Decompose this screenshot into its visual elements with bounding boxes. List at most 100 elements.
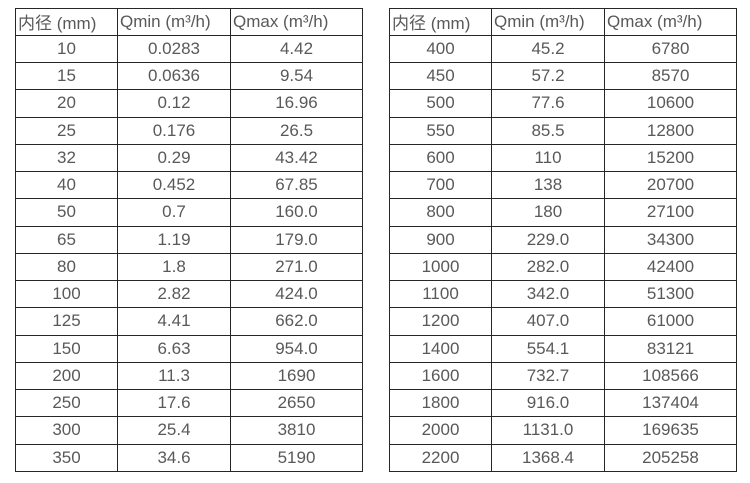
data-cell: 900 [389, 225, 492, 254]
table-row: 300 25.4 3810 [15, 416, 363, 445]
data-cell: 77.6 [491, 89, 605, 118]
data-cell: 2650 [230, 389, 363, 418]
data-cell: 342.0 [491, 280, 605, 309]
table-row: 32 0.29 43.42 [15, 143, 363, 173]
data-cell: 954.0 [230, 334, 363, 363]
data-cell: 26.5 [230, 116, 363, 145]
table-row: 15 0.0636 9.54 [15, 62, 363, 91]
data-cell: 42400 [604, 252, 737, 282]
table-row: 1100 342.0 51300 [389, 280, 737, 309]
table-row: 1000 282.0 42400 [389, 252, 737, 282]
table-row: 40 0.452 67.85 [15, 171, 363, 200]
data-cell: 110 [491, 143, 605, 173]
data-cell: 1000 [389, 252, 492, 282]
data-cell: 2200 [389, 443, 492, 473]
data-cell: 180 [491, 198, 605, 227]
header-cell: Qmax (m³/h) [604, 8, 737, 36]
data-cell: 1690 [230, 361, 363, 391]
data-cell: 0.29 [117, 143, 231, 173]
data-cell: 57.2 [491, 62, 605, 91]
header-row: 内径 (mm) Qmin (m³/h) Qmax (m³/h) [389, 8, 737, 36]
table-row: 20 0.12 16.96 [15, 89, 363, 118]
flow-rate-table-small-diameters: 内径 (mm) Qmin (m³/h) Qmax (m³/h) 10 0.0283 4.4… [15, 8, 363, 473]
table-row: 10 0.0283 4.42 [15, 34, 363, 64]
data-cell: 65 [15, 225, 118, 254]
data-cell: 1368.4 [491, 443, 605, 473]
data-cell: 80 [15, 252, 118, 282]
data-cell: 350 [15, 443, 118, 473]
data-cell: 83121 [604, 334, 737, 363]
table-row: 125 4.41 662.0 [15, 307, 363, 336]
data-cell: 10 [15, 34, 118, 64]
table-row: 1600 732.7 108566 [389, 361, 737, 391]
data-cell: 2000 [389, 416, 492, 445]
data-cell: 108566 [604, 361, 737, 391]
data-cell: 12800 [604, 116, 737, 145]
data-cell: 11.3 [117, 361, 231, 391]
data-cell: 4.42 [230, 34, 363, 64]
data-cell: 0.7 [117, 198, 231, 227]
data-cell: 6.63 [117, 334, 231, 363]
table-row: 800 180 27100 [389, 198, 737, 227]
data-cell: 1131.0 [491, 416, 605, 445]
table-row: 600 110 15200 [389, 143, 737, 173]
table-row: 1800 916.0 137404 [389, 389, 737, 418]
data-cell: 600 [389, 143, 492, 173]
data-cell: 1800 [389, 389, 492, 418]
data-cell: 61000 [604, 307, 737, 336]
data-cell: 51300 [604, 280, 737, 309]
table-row: 700 138 20700 [389, 171, 737, 200]
data-cell: 424.0 [230, 280, 363, 309]
table-row: 2000 1131.0 169635 [389, 416, 737, 445]
data-cell: 205258 [604, 443, 737, 473]
data-cell: 400 [389, 34, 492, 64]
data-cell: 0.176 [117, 116, 231, 145]
data-cell: 662.0 [230, 307, 363, 336]
data-cell: 25.4 [117, 416, 231, 445]
table-row: 25 0.176 26.5 [15, 116, 363, 145]
data-cell: 0.0283 [117, 34, 231, 64]
data-cell: 10600 [604, 89, 737, 118]
table-row: 1200 407.0 61000 [389, 307, 737, 336]
data-cell: 916.0 [491, 389, 605, 418]
data-cell: 6780 [604, 34, 737, 64]
table-row: 900 229.0 34300 [389, 225, 737, 254]
data-cell: 500 [389, 89, 492, 118]
table-row: 150 6.63 954.0 [15, 334, 363, 363]
data-cell: 40 [15, 171, 118, 200]
data-cell: 17.6 [117, 389, 231, 418]
data-cell: 160.0 [230, 198, 363, 227]
data-cell: 150 [15, 334, 118, 363]
data-cell: 2.82 [117, 280, 231, 309]
data-cell: 1.8 [117, 252, 231, 282]
data-cell: 27100 [604, 198, 737, 227]
data-cell: 85.5 [491, 116, 605, 145]
table-row: 200 11.3 1690 [15, 361, 363, 391]
data-cell: 169635 [604, 416, 737, 445]
data-cell: 179.0 [230, 225, 363, 254]
header-row: 内径 (mm) Qmin (m³/h) Qmax (m³/h) [15, 8, 363, 36]
data-cell: 700 [389, 171, 492, 200]
data-cell: 1600 [389, 361, 492, 391]
data-cell: 550 [389, 116, 492, 145]
data-cell: 554.1 [491, 334, 605, 363]
data-cell: 229.0 [491, 225, 605, 254]
data-cell: 1200 [389, 307, 492, 336]
data-cell: 67.85 [230, 171, 363, 200]
data-cell: 1400 [389, 334, 492, 363]
data-cell: 45.2 [491, 34, 605, 64]
table-row: 2200 1368.4 205258 [389, 443, 737, 473]
data-cell: 0.0636 [117, 62, 231, 91]
data-cell: 1100 [389, 280, 492, 309]
data-cell: 1.19 [117, 225, 231, 254]
data-cell: 271.0 [230, 252, 363, 282]
table-row: 350 34.6 5190 [15, 443, 363, 473]
data-cell: 200 [15, 361, 118, 391]
data-cell: 16.96 [230, 89, 363, 118]
data-cell: 9.54 [230, 62, 363, 91]
header-cell: Qmin (m³/h) [117, 8, 231, 36]
table-row: 550 85.5 12800 [389, 116, 737, 145]
table-row: 50 0.7 160.0 [15, 198, 363, 227]
data-cell: 138 [491, 171, 605, 200]
